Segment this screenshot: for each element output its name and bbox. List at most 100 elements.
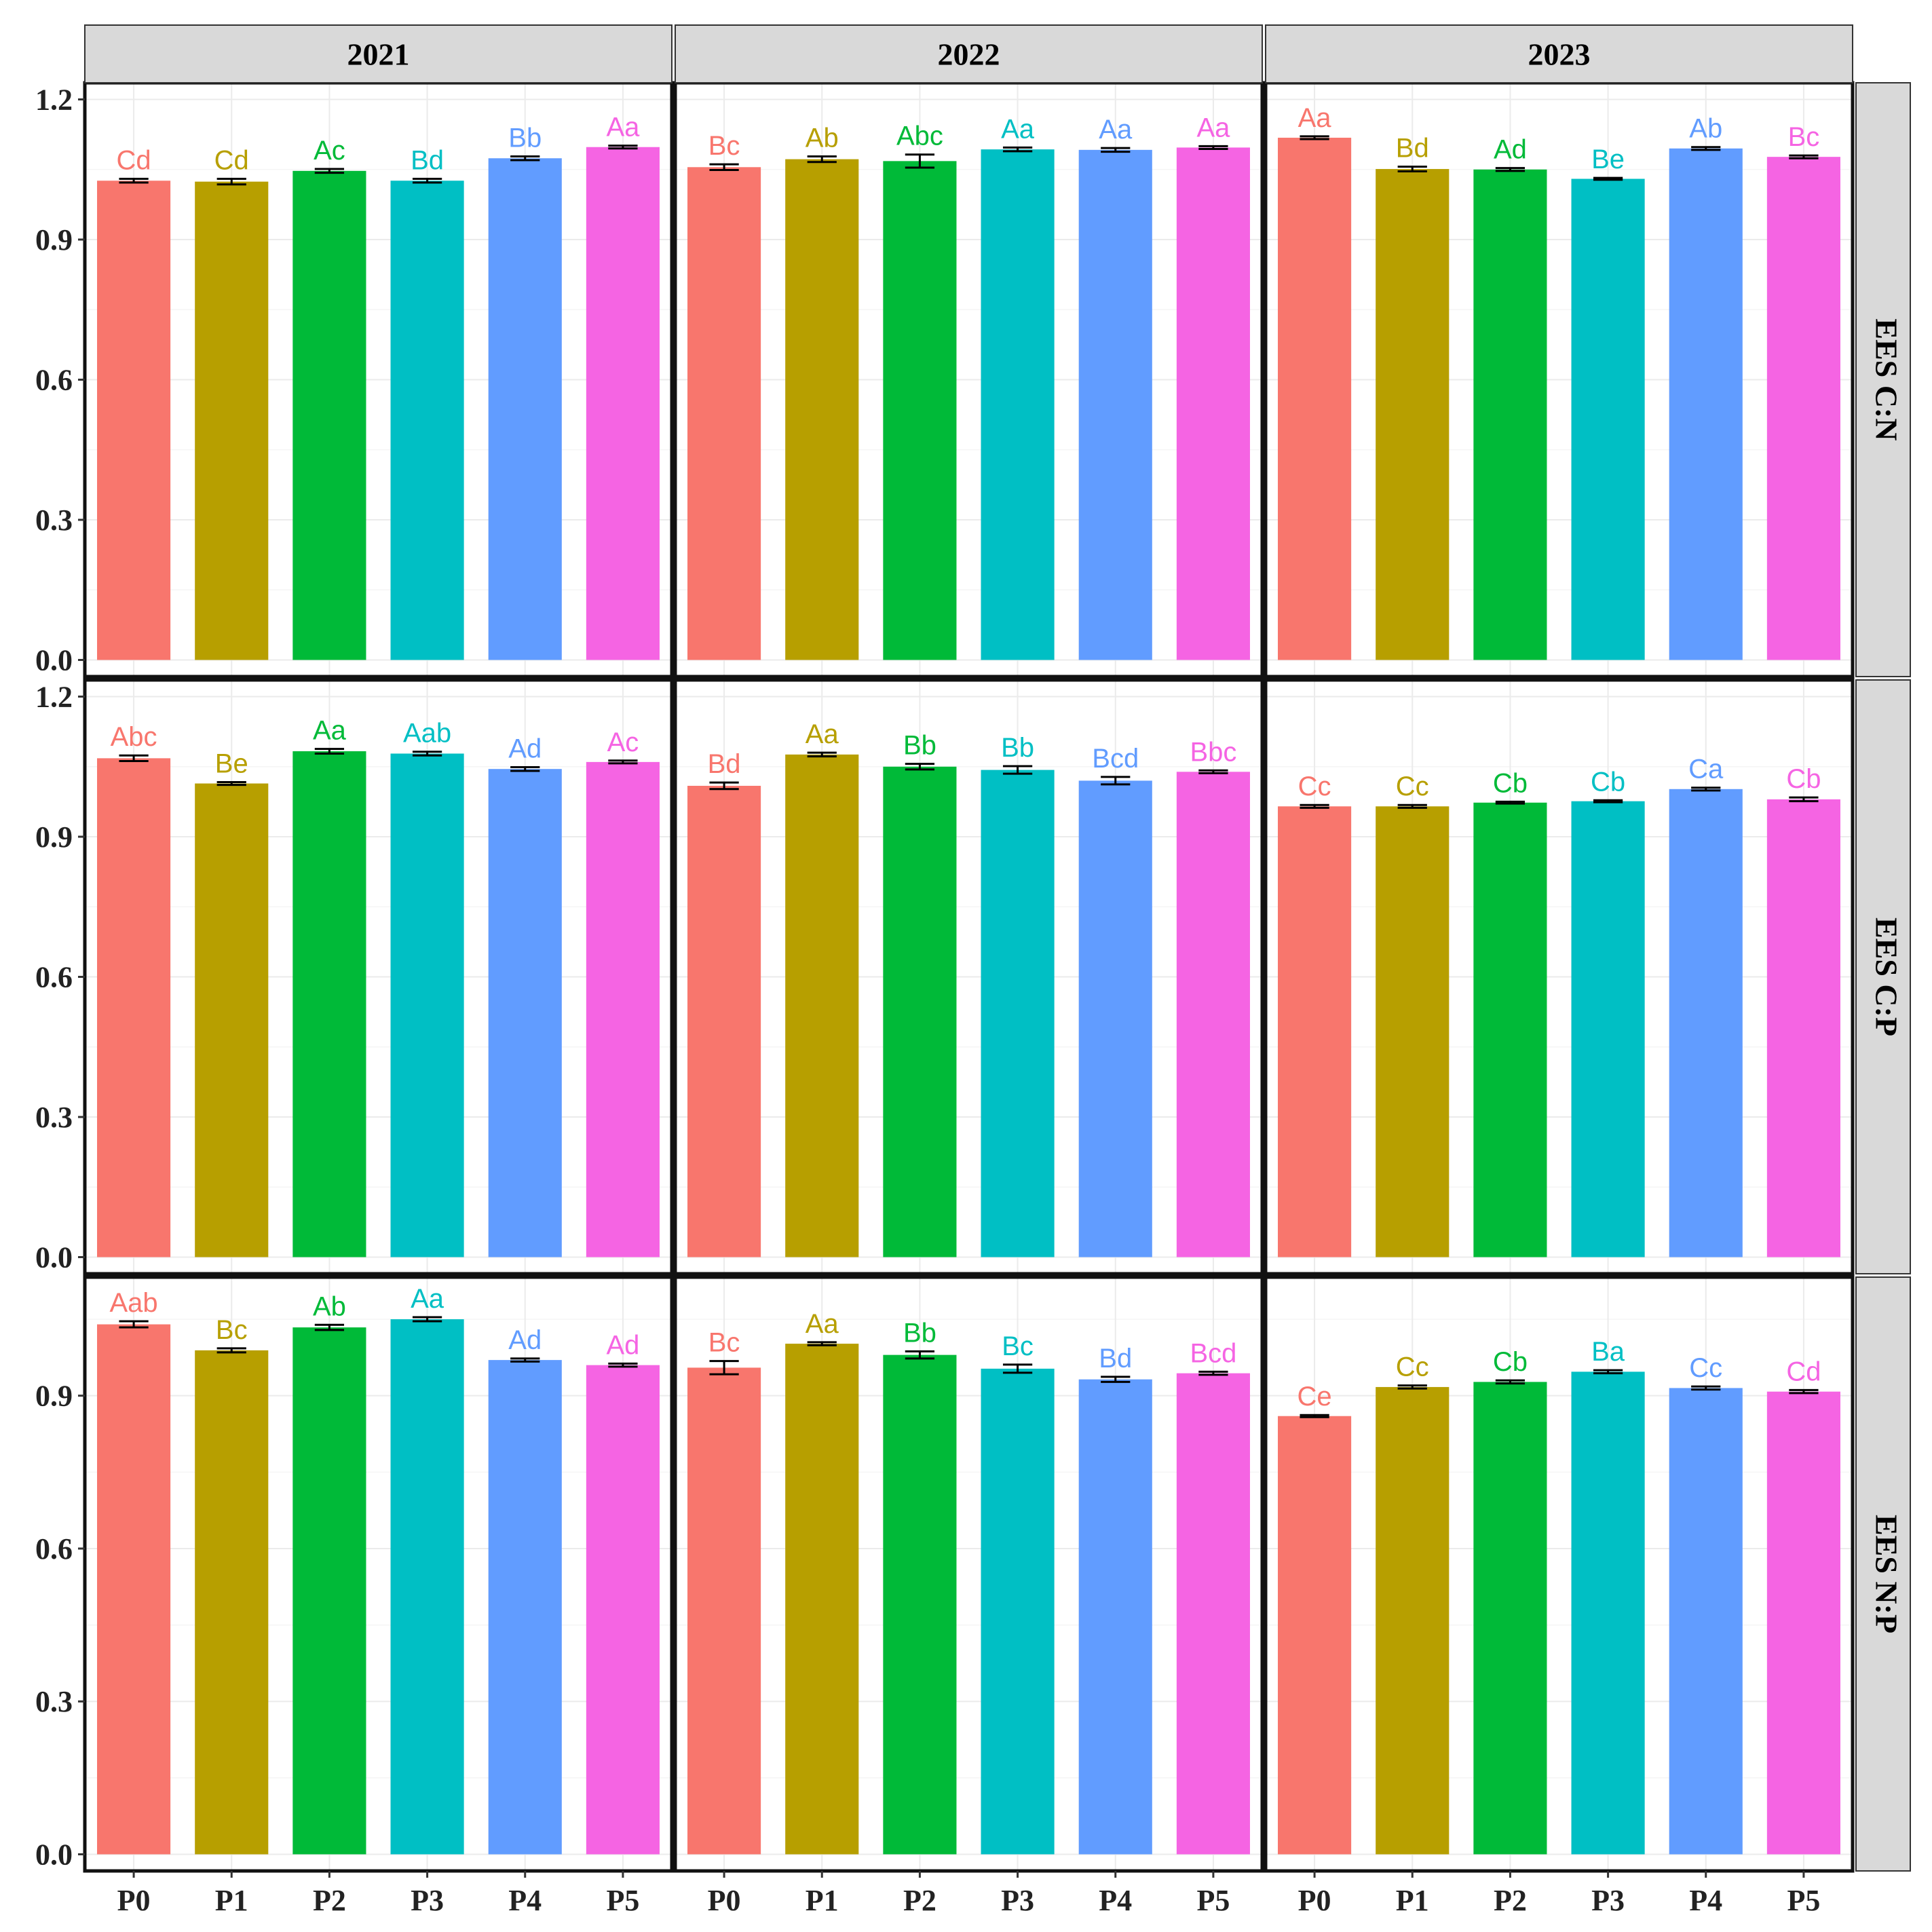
bar-p4	[1669, 789, 1743, 1257]
bar-p5	[1176, 147, 1250, 660]
significance-label: Bd	[1099, 1344, 1132, 1374]
significance-label: Ce	[1298, 1382, 1332, 1412]
bar-p3	[981, 1368, 1055, 1855]
y-tick-label: 1.2	[35, 83, 73, 117]
y-tick-label: 0.6	[35, 1532, 73, 1566]
x-tick-label: P4	[1099, 1884, 1132, 1917]
significance-label: Bb	[903, 731, 936, 761]
bar-p2	[292, 170, 366, 660]
row-strip	[1855, 82, 1911, 677]
bar-p0	[97, 1324, 171, 1855]
significance-label: Ab	[806, 123, 839, 153]
x-tick-label: P3	[1591, 1884, 1625, 1917]
bar-p2	[883, 766, 957, 1257]
y-tick-label: 0.9	[35, 820, 73, 854]
x-tick-label: P5	[1787, 1884, 1820, 1917]
bar-p0	[687, 785, 761, 1257]
panel-border	[83, 1275, 674, 1873]
significance-label: Bc	[708, 131, 740, 161]
y-tick-label: 0.0	[35, 1241, 73, 1274]
bar-p5	[1766, 799, 1840, 1257]
bar-p3	[1571, 801, 1645, 1257]
bar-p3	[390, 753, 464, 1257]
bar-p0	[97, 181, 171, 660]
bar-p1	[1376, 1386, 1450, 1855]
bar-p0	[97, 758, 171, 1257]
bar-p4	[488, 769, 562, 1257]
significance-label: Bd	[1396, 134, 1429, 164]
significance-label: Cb	[1493, 768, 1528, 798]
bar-p3	[1571, 1371, 1645, 1855]
significance-label: Ab	[313, 1291, 346, 1321]
significance-label: Ca	[1688, 755, 1724, 784]
bar-p0	[687, 167, 761, 660]
column-strip-label: 2022	[938, 37, 1000, 72]
significance-label: Aab	[109, 1288, 157, 1318]
bar-p1	[785, 1344, 859, 1855]
bar-p1	[785, 159, 859, 660]
x-tick-label: P0	[1298, 1884, 1331, 1917]
y-tick-label: 0.3	[35, 504, 73, 537]
significance-label: Aa	[1196, 113, 1230, 143]
significance-label: Bbc	[1190, 737, 1236, 767]
significance-label: Aa	[606, 113, 640, 143]
bar-p2	[1473, 1382, 1547, 1855]
bar-p2	[883, 1355, 957, 1855]
bar-p5	[1176, 1373, 1250, 1855]
column-strip	[675, 24, 1263, 83]
significance-label: Bd	[708, 749, 741, 779]
significance-label: Aa	[1099, 115, 1133, 145]
bar-p1	[1376, 169, 1450, 660]
x-tick-label: P2	[903, 1884, 936, 1917]
bar-p5	[586, 1365, 660, 1855]
bar-p4	[488, 158, 562, 660]
row-strip	[1855, 679, 1911, 1274]
significance-label: Cd	[117, 146, 151, 176]
x-tick-label: P0	[117, 1884, 151, 1917]
y-tick-label: 0.3	[35, 1685, 73, 1718]
bar-p2	[292, 751, 366, 1257]
significance-label: Bb	[508, 123, 542, 153]
significance-label: Be	[215, 749, 248, 778]
significance-label: Cc	[1396, 772, 1429, 801]
bar-p3	[1571, 178, 1645, 660]
x-tick-label: P3	[411, 1884, 444, 1917]
significance-label: Aa	[411, 1284, 444, 1314]
significance-label: Ad	[508, 1325, 542, 1355]
x-tick-label: P1	[215, 1884, 248, 1917]
bar-p3	[390, 181, 464, 660]
row-strip	[1855, 1276, 1911, 1872]
bar-p0	[1278, 137, 1352, 660]
significance-label: Bb	[1001, 733, 1034, 763]
significance-label: Cd	[214, 146, 249, 176]
bar-p3	[390, 1319, 464, 1855]
y-tick-label: 0.9	[35, 223, 73, 257]
bar-p5	[1176, 772, 1250, 1257]
significance-label: Aa	[1298, 103, 1332, 133]
bar-p1	[785, 754, 859, 1257]
significance-label: Bc	[1788, 122, 1820, 152]
x-tick-label: P1	[1396, 1884, 1429, 1917]
y-tick-label: 0.3	[35, 1101, 73, 1134]
significance-label: Cb	[1493, 1347, 1528, 1377]
significance-label: Cb	[1786, 764, 1821, 794]
x-tick-label: P3	[1001, 1884, 1034, 1917]
significance-label: Cb	[1591, 767, 1625, 797]
y-tick-label: 0.6	[35, 364, 73, 397]
row-strip-label: EES N:P	[1869, 1515, 1903, 1633]
panel-border	[1264, 678, 1855, 1276]
significance-label: Aa	[1001, 114, 1035, 144]
significance-label: Cc	[1689, 1353, 1722, 1383]
significance-label: Aab	[403, 719, 451, 749]
significance-label: Bb	[903, 1318, 936, 1348]
significance-label: Bd	[411, 146, 444, 176]
bar-p4	[1078, 1379, 1152, 1855]
significance-label: Ba	[1591, 1337, 1625, 1367]
x-tick-label: P4	[508, 1884, 542, 1917]
significance-label: Cd	[1786, 1357, 1821, 1386]
significance-label: Aa	[806, 719, 839, 749]
bar-p0	[687, 1367, 761, 1855]
significance-label: Bc	[1002, 1331, 1034, 1361]
bar-p2	[292, 1327, 366, 1855]
bar-p1	[195, 1350, 269, 1855]
